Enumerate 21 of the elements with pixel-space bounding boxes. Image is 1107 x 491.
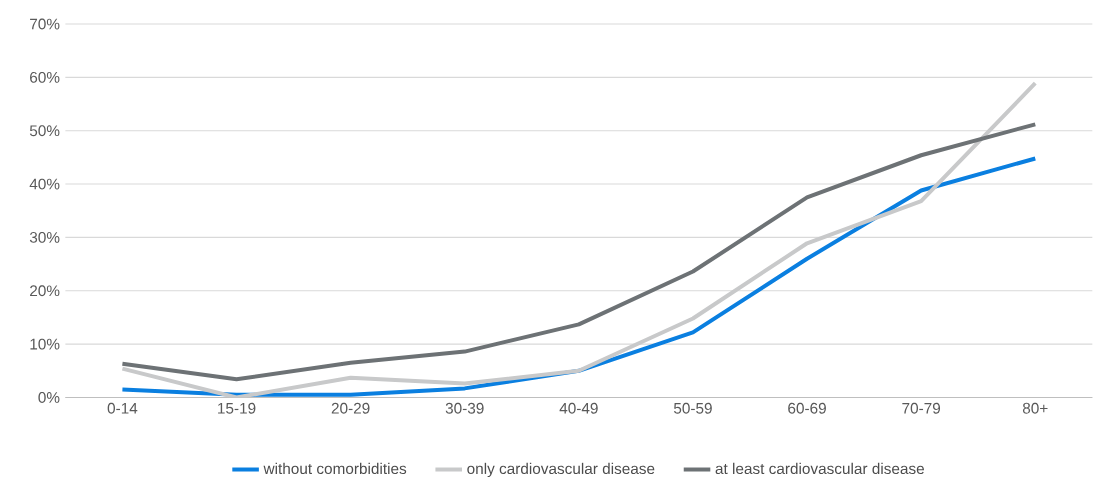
x-tick-label: 70-79 bbox=[902, 402, 941, 414]
x-tick-label: 30-39 bbox=[445, 402, 484, 414]
legend-label: at least cardiovascular disease bbox=[715, 462, 924, 475]
y-tick-label: 40% bbox=[29, 178, 60, 190]
y-tick-label: 10% bbox=[30, 338, 60, 350]
x-tick-label: 80+ bbox=[1022, 402, 1048, 414]
y-tick-label: 50% bbox=[29, 125, 60, 137]
y-tick-label: 20% bbox=[30, 285, 60, 297]
y-tick-label: 0% bbox=[38, 392, 60, 403]
x-tick-label: 60-69 bbox=[788, 402, 826, 414]
x-tick-label: 20-29 bbox=[331, 402, 370, 414]
x-tick-label: 40-49 bbox=[559, 402, 598, 414]
y-tick-label: 30% bbox=[29, 232, 60, 243]
legend-label: only cardiovascular disease bbox=[467, 462, 655, 478]
y-tick-label: 70% bbox=[30, 18, 60, 30]
x-tick-label: 15-19 bbox=[218, 402, 256, 414]
y-tick-label: 60% bbox=[30, 72, 60, 83]
x-tick-label: 50-59 bbox=[673, 402, 712, 414]
line-series bbox=[120, 122, 1038, 382]
x-tick-label: 0-14 bbox=[107, 402, 138, 414]
legend-label: without comorbidities bbox=[263, 462, 407, 475]
